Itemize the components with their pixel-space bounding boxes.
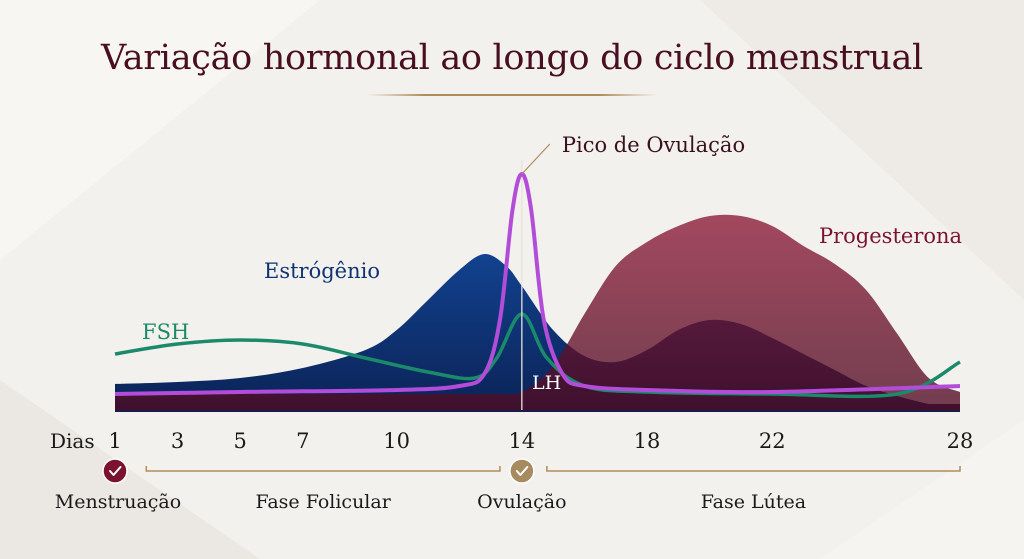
- x-tick-5: 5: [233, 429, 246, 453]
- progesterone-area: [115, 214, 960, 410]
- series-label-estrogenio: Estrógênio: [264, 259, 380, 283]
- x-tick-18: 18: [634, 429, 661, 453]
- title-divider: [367, 94, 657, 96]
- x-axis-label: Dias: [50, 429, 95, 453]
- menstruacao-check-icon: [102, 458, 128, 484]
- x-tick-3: 3: [171, 429, 184, 453]
- fase-lutea-bracket: [546, 466, 961, 472]
- x-tick-10: 10: [383, 429, 410, 453]
- x-tick-14: 14: [508, 429, 535, 453]
- phase-label-ovulacao: Ovulação: [477, 491, 566, 513]
- phase-label-fase-lutea: Fase Lútea: [701, 491, 806, 513]
- x-tick-22: 22: [759, 429, 786, 453]
- series-label-progesterona: Progesterona: [819, 224, 962, 248]
- annotation-pico-de-ovulacao: Pico de Ovulação: [562, 133, 745, 157]
- series-label-lh: LH: [532, 372, 561, 394]
- series-label-fsh: FSH: [142, 320, 189, 344]
- phase-label-fase-folicular: Fase Folicular: [255, 491, 391, 513]
- plot-area: Estrógênio Progesterona LH FSH Pico de Ovula…: [114, 133, 962, 412]
- x-axis: Dias 1 3 5 7 10 14 18 22 28: [50, 429, 973, 453]
- page-title: Variação hormonal ao longo do ciclo mens…: [101, 38, 923, 78]
- x-tick-28: 28: [947, 429, 974, 453]
- fase-folicular-bracket: [145, 466, 501, 472]
- x-tick-7: 7: [296, 429, 309, 453]
- x-tick-1: 1: [108, 429, 121, 453]
- phase-row: Menstruação Fase Folicular Ovulação Fase Lú…: [55, 458, 961, 513]
- ovulation-peak-leader: [521, 143, 551, 175]
- phase-label-menstruacao: Menstruação: [55, 491, 181, 513]
- ovulacao-check-icon: [509, 458, 535, 484]
